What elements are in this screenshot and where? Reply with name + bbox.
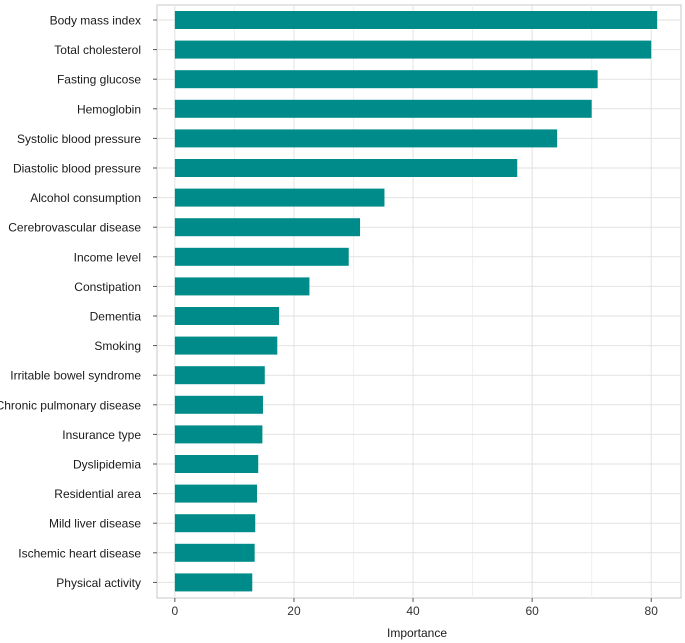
bar — [174, 484, 258, 503]
bar — [174, 395, 263, 414]
category-label: Cerebrovascular disease — [8, 221, 141, 235]
x-tick-label: 40 — [406, 604, 420, 618]
bar — [174, 40, 652, 59]
category-label: Dyslipidemia — [73, 458, 141, 472]
bar — [174, 425, 263, 444]
category-label: Insurance type — [62, 428, 141, 442]
category-label: Physical activity — [56, 576, 141, 590]
plot-panel — [156, 4, 682, 599]
category-label: Fasting glucose — [57, 73, 141, 87]
bar — [174, 218, 361, 237]
x-axis-title: Importance — [387, 626, 447, 640]
bar — [174, 159, 518, 177]
bar — [174, 366, 265, 385]
bar — [174, 188, 385, 207]
x-tick-label: 80 — [645, 604, 659, 618]
category-label: Alcohol consumption — [30, 191, 141, 205]
bar — [174, 514, 256, 533]
category-label: Ischemic heart disease — [18, 546, 141, 560]
category-label: Income level — [74, 250, 141, 264]
bars — [174, 11, 658, 592]
bar — [174, 307, 280, 325]
category-label: Body mass index — [50, 14, 141, 28]
x-axis-ticks: 0 20 40 60 80 — [172, 598, 659, 618]
bar — [174, 543, 255, 562]
category-label: Residential area — [54, 487, 141, 501]
bar — [174, 129, 558, 148]
y-axis-labels: Body mass index Total cholesterol Fasting … — [0, 14, 157, 590]
x-tick-label: 20 — [287, 604, 301, 618]
category-label: Systolic blood pressure — [17, 132, 141, 146]
bar — [174, 70, 598, 89]
category-label: Hemoglobin — [77, 102, 141, 116]
category-label: Diastolic blood pressure — [13, 162, 141, 176]
category-label: Total cholesterol — [54, 43, 141, 57]
bar — [174, 99, 592, 118]
category-label: Chronic pulmonary disease — [0, 398, 141, 412]
bar — [174, 11, 658, 29]
category-label: Constipation — [74, 280, 141, 294]
bar — [174, 336, 278, 355]
category-label: Dementia — [90, 310, 142, 324]
category-label: Mild liver disease — [49, 517, 141, 531]
bar — [174, 247, 349, 266]
x-tick-label: 60 — [525, 604, 539, 618]
bar — [174, 455, 259, 473]
bar — [174, 277, 310, 296]
x-tick-label: 0 — [172, 604, 179, 618]
bar — [174, 573, 253, 592]
category-label: Smoking — [94, 339, 141, 353]
category-label: Irritable bowel syndrome — [10, 369, 141, 383]
